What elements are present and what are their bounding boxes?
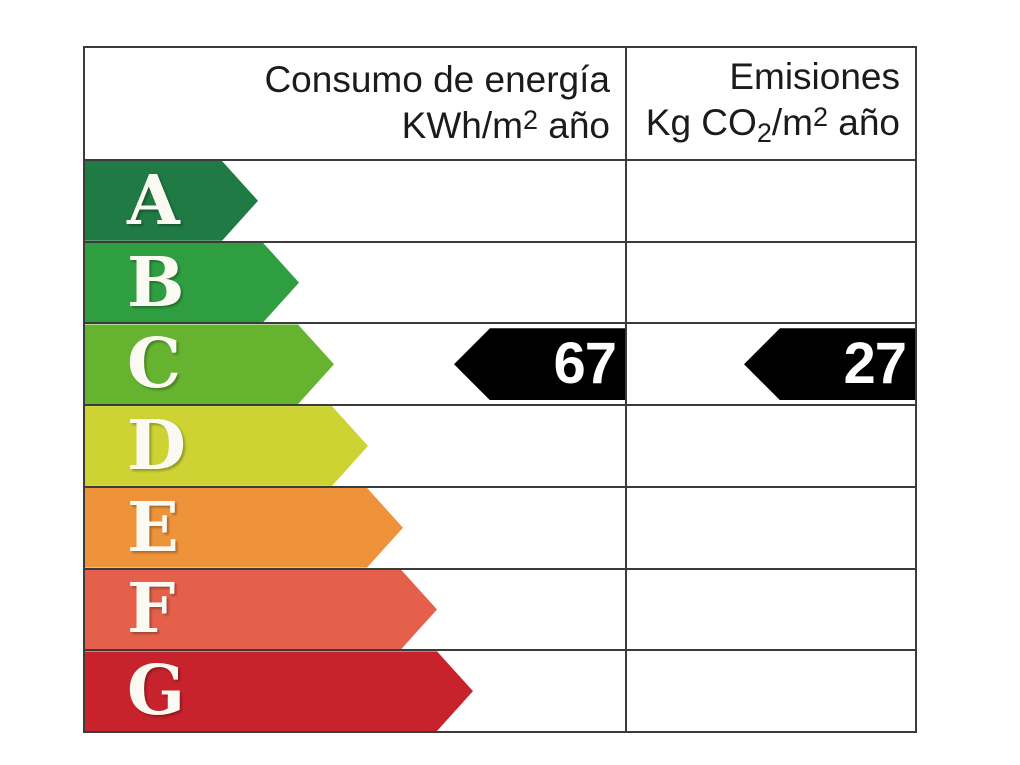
- rating-arrow-f: F: [85, 570, 437, 650]
- emissions-header-unit: Kg CO2/m2 año: [637, 100, 900, 150]
- emissions-unit-subscript: 2: [756, 118, 772, 149]
- emissions-cell-d: [627, 406, 915, 486]
- rating-arrow-b: B: [85, 243, 299, 323]
- consumption-value-marker-text: 67: [553, 331, 617, 397]
- emissions-cell-f: [627, 570, 915, 650]
- rating-row-e: E: [85, 487, 915, 570]
- emissions-unit-suffix: año: [827, 102, 900, 144]
- consumption-column-header: Consumo de energía KWh/m2 año: [85, 48, 627, 159]
- rating-letter-a: A: [127, 160, 180, 241]
- rating-letter-d: D: [127, 406, 186, 487]
- emissions-header-title: Emisiones: [729, 56, 900, 98]
- rating-arrow-g: G: [85, 651, 473, 731]
- consumption-unit-suffix: año: [537, 104, 610, 146]
- consumption-header-title: Consumo de energía: [264, 58, 610, 100]
- consumption-cell-b: B: [85, 242, 627, 323]
- rating-letter-f: F: [127, 569, 176, 650]
- emissions-cell-b: [627, 243, 915, 323]
- rating-arrow-d: D: [85, 406, 368, 486]
- rating-row-a: A: [85, 161, 915, 243]
- consumption-cell-d: D: [85, 406, 627, 486]
- consumption-unit-exponent: 2: [522, 104, 538, 135]
- emissions-value-marker: 27: [744, 328, 915, 401]
- emissions-cell-g: [627, 651, 915, 731]
- rating-rows: A B C 67 27 D E F G: [85, 161, 915, 732]
- consumption-header-unit: KWh/m2 año: [95, 103, 610, 149]
- rating-letter-c: C: [127, 324, 182, 405]
- rating-row-f: F: [85, 569, 915, 652]
- emissions-value-marker-text: 27: [843, 331, 907, 397]
- consumption-cell-a: A: [85, 161, 627, 241]
- rating-letter-g: G: [127, 651, 186, 732]
- emissions-unit-prefix: Kg CO: [645, 102, 757, 144]
- emissions-cell-a: [627, 161, 915, 241]
- emissions-unit-exponent: 2: [812, 102, 828, 133]
- table-header-row: Consumo de energía KWh/m2 año Emisiones …: [85, 48, 915, 161]
- rating-arrow-e: E: [85, 488, 403, 568]
- rating-letter-e: E: [127, 487, 179, 568]
- consumption-unit-prefix: KWh/m: [401, 104, 523, 146]
- consumption-cell-f: F: [85, 569, 627, 650]
- consumption-cell-g: G: [85, 651, 627, 732]
- emissions-column-header: Emisiones Kg CO2/m2 año: [627, 48, 915, 159]
- rating-letter-b: B: [127, 242, 185, 323]
- emissions-cell-e: [627, 488, 915, 568]
- energy-rating-table: Consumo de energía KWh/m2 año Emisiones …: [83, 46, 917, 733]
- consumption-cell-c: C 67: [85, 324, 627, 405]
- emissions-cell-c: 27: [627, 324, 915, 404]
- emissions-unit-mid: /m: [771, 102, 813, 144]
- rating-row-d: D: [85, 406, 915, 488]
- consumption-cell-e: E: [85, 487, 627, 568]
- rating-row-b: B: [85, 242, 915, 325]
- rating-row-c: C 67 27: [85, 324, 915, 407]
- rating-row-g: G: [85, 651, 915, 732]
- rating-arrow-a: A: [85, 161, 258, 241]
- consumption-value-marker: 67: [454, 328, 625, 401]
- rating-arrow-c: C: [85, 324, 334, 404]
